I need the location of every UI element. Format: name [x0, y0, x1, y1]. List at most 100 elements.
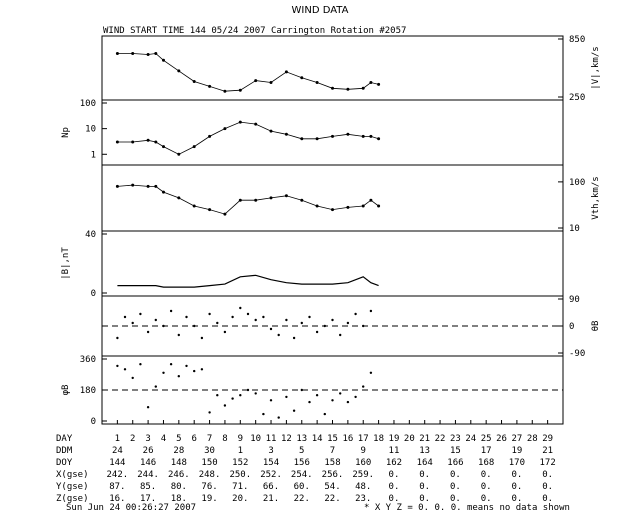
data-point [315, 330, 319, 334]
table-cell: 17 [481, 446, 492, 456]
table-cell: 0. [389, 470, 400, 480]
series-line [117, 274, 379, 288]
data-point [169, 309, 173, 313]
data-point [262, 315, 265, 319]
table-cell: 166 [447, 458, 463, 468]
table-cell: 26 [496, 434, 507, 444]
axis-label-right: θB [591, 321, 601, 332]
data-point [177, 375, 180, 378]
table-cell: 170 [509, 458, 525, 468]
data-point [300, 388, 303, 392]
table-cell: 0. [419, 494, 430, 504]
data-point [292, 409, 296, 412]
table-cell: 0. [481, 470, 492, 480]
table-cell: 5 [176, 434, 181, 444]
tick-label-right: 850 [569, 35, 585, 45]
data-point [146, 330, 150, 334]
data-point [169, 363, 173, 366]
data-point [331, 399, 334, 402]
table-cell: 19. [201, 494, 217, 504]
data-point [346, 321, 350, 325]
data-point [231, 315, 234, 319]
table-cell: 71. [232, 482, 248, 492]
table-cell: 22 [435, 434, 446, 444]
tick-label-left: 360 [80, 355, 96, 365]
data-point [369, 309, 373, 313]
table-cell: 168 [478, 458, 494, 468]
data-point [154, 385, 157, 388]
table-cell: 21. [263, 494, 279, 504]
data-point [162, 371, 165, 374]
axis-label-right: Vth,km/s [591, 176, 601, 219]
table-cell: 26 [143, 446, 154, 456]
data-table: DAY 1 2 3 4 5 6 7 8 9 10 11 12 13 14 15 16 17 18 19 20 21 22 23… [56, 434, 556, 504]
tick-label-left: 0 [91, 289, 96, 299]
panels: 850 250 |V|,km/s 100 10 1 Np 100 10 Vth,km/s 40 0 |B… [61, 35, 601, 427]
table-cell: 25 [481, 434, 492, 444]
data-point [200, 336, 204, 340]
data-point [246, 388, 250, 392]
tick-label-left: 40 [85, 230, 96, 240]
table-cell: 4 [161, 434, 166, 444]
table-cell: 0. [450, 482, 461, 492]
panel-density: 100 10 1 Np [61, 99, 564, 166]
table-cell: 150 [201, 458, 217, 468]
data-point [216, 321, 219, 325]
table-cell: 29 [542, 434, 553, 444]
table-cell: 20. [232, 494, 248, 504]
data-point [285, 395, 288, 399]
data-point [346, 400, 350, 404]
tick-label-left: 10 [85, 125, 96, 135]
table-cell: 0. [450, 494, 461, 504]
panel-magnetic-field: 40 0 |B|,nT [61, 230, 564, 299]
data-point [277, 416, 280, 419]
table-cell: 172 [540, 458, 556, 468]
table-cell: 2 [130, 434, 135, 444]
tick-label-left: 100 [80, 99, 96, 109]
table-cell: 11 [266, 434, 277, 444]
table-cell: 3 [268, 446, 273, 456]
table-cell: 9 [238, 434, 243, 444]
table-cell: 54. [324, 482, 340, 492]
table-cell: 164 [417, 458, 433, 468]
table-cell: 23 [450, 434, 461, 444]
tick-label-right: 90 [569, 295, 580, 305]
table-cell: 3 [145, 434, 150, 444]
table-cell: 0. [419, 470, 430, 480]
tick-label-right: 10 [569, 224, 580, 234]
data-point [216, 394, 219, 397]
table-cell: 80. [171, 482, 187, 492]
data-point [208, 411, 211, 414]
table-cell: 0. [389, 482, 400, 492]
table-cell: 246. [168, 470, 190, 480]
table-cell: 248. [199, 470, 221, 480]
table-cell: 0. [542, 470, 553, 480]
table-cell: 27 [511, 434, 522, 444]
table-cell: 30 [204, 446, 215, 456]
table-cell: 20 [404, 434, 415, 444]
data-point [208, 312, 211, 316]
series-trace [117, 184, 379, 215]
data-point [323, 324, 326, 328]
data-point [254, 392, 257, 395]
data-point [323, 412, 326, 416]
table-cell: 13 [296, 434, 307, 444]
data-point [185, 315, 188, 319]
data-point [369, 371, 373, 374]
data-point [162, 324, 165, 328]
table-row-label: X(gse) [56, 470, 89, 480]
data-point [123, 315, 127, 319]
table-cell: 7 [207, 434, 212, 444]
data-point [300, 321, 303, 325]
table-cell: 0. [542, 482, 553, 492]
axis-label-left: φB [61, 385, 71, 396]
table-cell: 250. [229, 470, 251, 480]
panel-frame [101, 164, 564, 232]
tick-label-left: 0 [91, 417, 96, 427]
table-cell: 158 [324, 458, 340, 468]
table-cell: 76. [201, 482, 217, 492]
table-cell: 242. [107, 470, 129, 480]
data-point [269, 399, 273, 402]
table-cell: 17 [358, 434, 369, 444]
data-point [139, 312, 142, 316]
